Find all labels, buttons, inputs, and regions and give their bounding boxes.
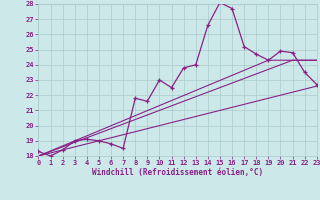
X-axis label: Windchill (Refroidissement éolien,°C): Windchill (Refroidissement éolien,°C) — [92, 168, 263, 177]
